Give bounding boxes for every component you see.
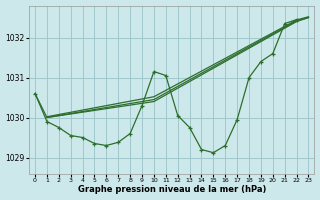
X-axis label: Graphe pression niveau de la mer (hPa): Graphe pression niveau de la mer (hPa) — [77, 185, 266, 194]
